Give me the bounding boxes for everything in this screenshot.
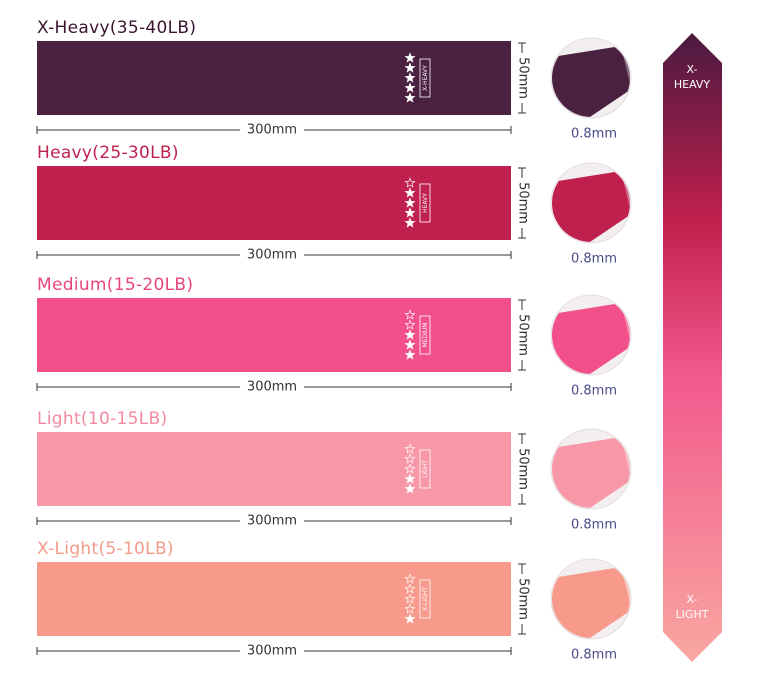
width-label: 50mm [516,578,531,620]
band-section [552,171,630,242]
width-label: 50mm [516,448,531,490]
band [37,298,511,372]
star-rating [404,309,416,360]
band-section [552,437,630,508]
band-label: HEAVY [422,193,429,213]
band-label: X-LIGHT [422,587,429,611]
band [37,41,511,115]
band-title: Heavy(25-30LB) [37,143,179,163]
band-cross-section [552,303,630,374]
scale-label: X- [687,593,698,606]
band [37,166,511,240]
band [37,562,511,636]
scale-label: LIGHT [676,608,709,621]
star-filled [404,217,416,228]
dim-label-bg [240,513,304,529]
star-rating [404,573,416,624]
band-section [552,567,630,638]
band-section [552,303,630,374]
star-empty [404,443,416,454]
thickness-label: 0.8mm [571,384,617,399]
dim-label-bg [240,643,304,659]
star-filled [404,62,416,73]
star-filled [404,483,416,494]
length-label: 300mm [247,248,297,263]
band-label-box: HEAVY [419,183,431,223]
width-label: 50mm [516,57,531,99]
star-filled [404,473,416,484]
dim-label-bg [240,122,304,138]
band-label-box: X-LIGHT [419,579,431,619]
band-cross-section [552,567,630,638]
star-empty [404,177,416,188]
star-rating [404,177,416,228]
star-filled [404,349,416,360]
star-filled [404,207,416,218]
length-label: 300mm [247,123,297,138]
band-cross-section [552,46,630,117]
band-section [552,46,630,117]
label-outline [419,579,431,619]
star-filled [404,329,416,340]
band-cross-section [552,437,630,508]
thickness-label: 0.8mm [571,127,617,142]
dim-label-bg [240,379,304,395]
star-filled [404,197,416,208]
band-label-box: LIGHT [419,449,431,489]
star-filled [404,82,416,93]
star-empty [404,319,416,330]
star-filled [404,187,416,198]
width-label: 50mm [516,182,531,224]
band-label-box: MEDIUM [419,315,431,355]
star-filled [404,72,416,83]
star-empty [404,309,416,320]
star-empty [404,583,416,594]
label-outline [419,183,431,223]
band [37,432,511,506]
scale-label: X- [687,63,698,76]
star-filled [404,92,416,103]
band-label: MEDIUM [422,323,429,348]
star-filled [404,52,416,63]
star-filled [404,339,416,350]
star-empty [404,453,416,464]
label-outline [419,315,431,355]
band-title: Medium(15-20LB) [37,275,193,295]
thickness-label: 0.8mm [571,252,617,267]
band-title: X-Heavy(35-40LB) [37,18,196,38]
star-empty [404,463,416,474]
band-label-box: X-HEAVY [419,58,431,98]
scale-label: HEAVY [674,78,711,91]
star-empty [404,593,416,604]
star-rating [404,443,416,494]
band-title: Light(10-15LB) [37,409,167,429]
width-label: 50mm [516,314,531,356]
star-rating [404,52,416,103]
scale-arrow [663,33,722,662]
star-filled [404,613,416,624]
star-empty [404,573,416,584]
length-label: 300mm [247,380,297,395]
star-empty [404,603,416,614]
length-label: 300mm [247,644,297,659]
length-label: 300mm [247,514,297,529]
band-label: LIGHT [422,460,429,478]
dim-label-bg [240,247,304,263]
band-title: X-Light(5-10LB) [37,539,174,559]
thickness-label: 0.8mm [571,648,617,663]
label-outline [419,58,431,98]
band-label: X-HEAVY [422,65,429,91]
thickness-label: 0.8mm [571,518,617,533]
label-outline [419,449,431,489]
band-cross-section [552,171,630,242]
